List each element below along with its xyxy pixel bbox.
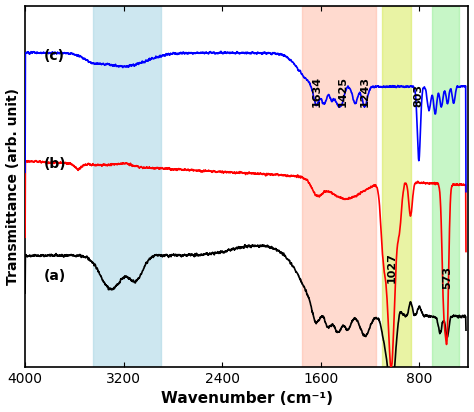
- Text: 1027: 1027: [386, 252, 396, 283]
- Text: 1634: 1634: [311, 76, 321, 107]
- X-axis label: Wavenumber (cm⁻¹): Wavenumber (cm⁻¹): [161, 391, 333, 407]
- Bar: [431, 5, 458, 367]
- Text: (a): (a): [44, 269, 66, 283]
- Bar: [302, 5, 376, 367]
- Text: 1425: 1425: [337, 76, 347, 107]
- Text: 803: 803: [414, 84, 424, 107]
- Text: (b): (b): [44, 157, 66, 171]
- Text: 1243: 1243: [360, 76, 370, 107]
- Y-axis label: Transmittance (arb. unit): Transmittance (arb. unit): [6, 88, 19, 285]
- Text: (c): (c): [44, 49, 64, 63]
- Bar: [93, 5, 161, 367]
- Text: 573: 573: [442, 266, 452, 289]
- Bar: [382, 5, 410, 367]
